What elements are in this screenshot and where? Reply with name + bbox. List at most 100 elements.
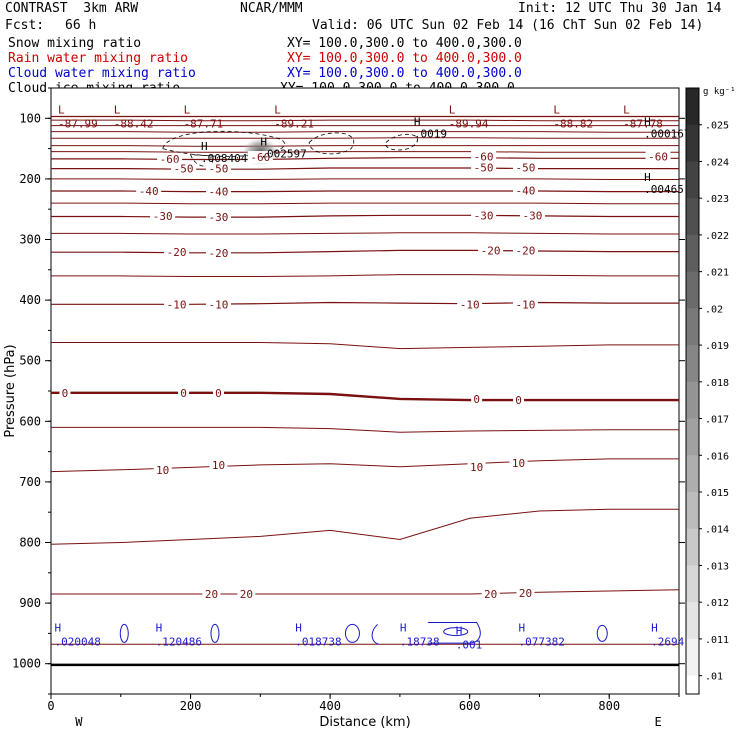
ice-high-value: .0019 [414, 128, 447, 141]
isotherm-line [51, 301, 679, 305]
isotherm-label-bg [205, 185, 231, 198]
isotherm-label-bg [171, 162, 197, 175]
isotherm-label: -50 [209, 163, 229, 176]
cloud-water-high-mark: H [295, 621, 302, 634]
colorbar-label: .015 [705, 488, 729, 499]
isotherm-label-bg [512, 298, 538, 311]
field-cloudwater-xy: XY= 100.0,300.0 to 400.0,300.0 [287, 66, 522, 81]
cloud-water-high-value: .020048 [54, 635, 100, 648]
ice-high-value: .000167 [644, 128, 690, 141]
low-value: -87.71 [184, 117, 224, 130]
y-tick-label: 300 [19, 233, 41, 247]
isotherm-label: 20 [519, 587, 532, 600]
y-tick-label: 200 [19, 172, 41, 186]
ice-high-mark: H [644, 171, 651, 184]
colorbar-swatch [686, 492, 699, 530]
field-rain-label: Rain water mixing ratio [8, 51, 189, 66]
isotherm-label-bg [136, 185, 162, 198]
colorbar-swatch [686, 455, 699, 493]
cloud-water-contour [344, 623, 360, 643]
init-time: Init: 12 UTC Thu 30 Jan 14 [518, 1, 722, 16]
isotherm-label: -20 [516, 244, 536, 257]
low-value: -87.99 [58, 117, 98, 130]
isotherm-label: -50 [474, 161, 494, 174]
isotherm-label-bg [478, 244, 504, 257]
isotherm-label: -50 [516, 161, 536, 174]
colorbar-label: .024 [705, 157, 729, 168]
x-tick-label: 0 [47, 699, 54, 713]
isotherm-label-bg [209, 458, 228, 471]
isotherm-label: 0 [180, 387, 187, 400]
low-mark: L [623, 103, 630, 116]
colorbar-frame [685, 87, 700, 695]
isotherm-label: -30 [523, 209, 543, 222]
isotherm-label: -30 [153, 210, 173, 223]
forecast-hour: 66 h [65, 18, 97, 33]
y-tick-label: 1000 [12, 657, 41, 671]
y-tick-label: 100 [19, 111, 41, 125]
isotherm-label-bg [237, 588, 256, 601]
isotherm-label-bg [471, 161, 497, 174]
isotherm-label-bg [247, 151, 273, 164]
cloud-water-high-mark: H [156, 621, 163, 634]
isotherm-label-bg [150, 209, 176, 222]
colorbar-swatch [686, 565, 699, 603]
isotherm-label: -30 [474, 209, 494, 222]
x-tick-label: 200 [180, 699, 202, 713]
low-mark: L [184, 103, 191, 116]
isotherm-label-bg [471, 150, 497, 163]
isotherm-line [51, 145, 679, 147]
cloud-water-contour [371, 623, 380, 645]
cloud-water-high-value: .077382 [519, 635, 565, 648]
cloud-water-high-value: .001 [456, 638, 483, 651]
low-mark: L [274, 103, 281, 116]
ice-high-value: .002597 [260, 148, 306, 161]
colorbar-swatch [686, 161, 699, 199]
colorbar-unit: g kg⁻¹ [703, 87, 736, 97]
isotherm-label: -10 [516, 298, 536, 311]
colorbar-label: .017 [705, 415, 729, 426]
colorbar-swatch [686, 124, 699, 162]
field-rain-xy: XY= 100.0,300.0 to 400.0,300.0 [287, 51, 522, 66]
colorbar-label: .023 [705, 194, 729, 205]
cloud-water-contour [119, 623, 129, 643]
isotherm-label: -40 [139, 185, 159, 198]
colorbar-swatch [686, 271, 699, 309]
isotherm-label-bg [205, 162, 231, 175]
isotherm-label: 0 [515, 394, 522, 407]
isotherm-label: 20 [484, 588, 497, 601]
colorbar-label: .014 [705, 525, 729, 536]
isotherm-line [51, 232, 679, 235]
cloud-water-contour [596, 624, 608, 642]
isotherm-label: -20 [481, 244, 501, 257]
isotherm-label: -40 [516, 184, 536, 197]
isotherm-label: -40 [209, 186, 229, 199]
isotherm-line [51, 119, 679, 122]
y-tick-label: 500 [19, 354, 41, 368]
cloud-water-contour [443, 627, 469, 637]
colorbar-swatch [686, 381, 699, 420]
ice-high-value: .008404 [201, 152, 248, 165]
isotherm-label-bg [509, 457, 528, 470]
isotherm-label-bg [205, 246, 231, 259]
cloud-water-high-value: .2694 [651, 635, 684, 648]
isotherm-line [51, 137, 679, 139]
isotherm-label: -10 [167, 298, 187, 311]
y-tick-label: 600 [19, 414, 41, 428]
colorbar-label: .013 [705, 561, 729, 572]
colorbar-swatch [686, 345, 699, 383]
isotherm-label: -30 [209, 211, 229, 224]
isotherm-line [51, 274, 679, 277]
cloud-water-high-value: .018738 [295, 635, 341, 648]
isotherm-label-bg [512, 184, 538, 197]
cloud-water-contour [210, 623, 220, 643]
ice-high-mark: H [201, 140, 208, 153]
isotherm-line [51, 167, 679, 170]
isotherm-line [50, 508, 679, 545]
isotherm-label: 20 [240, 588, 253, 601]
colorbar-label: .021 [705, 268, 729, 279]
isotherm-label-bg [519, 209, 545, 222]
isotherm-line [51, 426, 679, 433]
colorbar-label: .01 [705, 672, 723, 683]
